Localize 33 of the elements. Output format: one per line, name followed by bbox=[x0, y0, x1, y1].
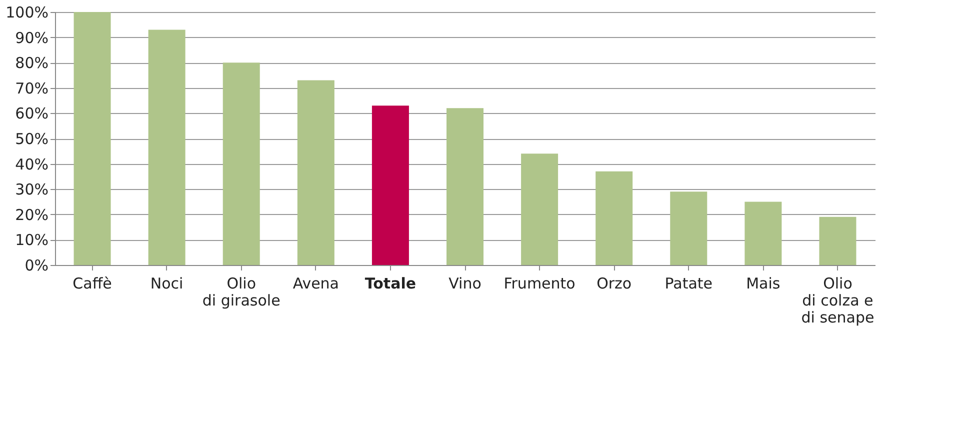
y-tick-label: 80% bbox=[15, 54, 48, 72]
bar bbox=[148, 30, 186, 265]
y-tick-label: 0% bbox=[24, 256, 48, 274]
bar bbox=[297, 80, 334, 265]
x-tick-label: Mais bbox=[746, 274, 780, 292]
x-tick-label: Caffè bbox=[72, 274, 112, 292]
bar bbox=[670, 192, 708, 265]
x-tick-label: Avena bbox=[292, 274, 340, 292]
x-tick-label: Totale bbox=[364, 274, 416, 292]
y-tick-label: 20% bbox=[15, 206, 48, 224]
x-tick-label: Olio di colza e di senape bbox=[801, 274, 874, 326]
y-tick-label: 50% bbox=[15, 130, 48, 148]
bar bbox=[521, 154, 558, 265]
x-tick-label: Olio di girasole bbox=[202, 274, 280, 310]
y-tick-label: 60% bbox=[15, 104, 48, 123]
y-tick-label: 90% bbox=[15, 28, 48, 47]
x-tick-label: Vino bbox=[448, 274, 482, 292]
x-tick-label: Orzo bbox=[596, 274, 632, 292]
bar bbox=[74, 12, 111, 265]
y-tick-label: 40% bbox=[15, 155, 48, 174]
x-tick-label: Noci bbox=[150, 274, 184, 292]
bar bbox=[744, 202, 782, 265]
bar bbox=[819, 216, 856, 265]
bar bbox=[446, 108, 484, 265]
y-tick-label: 30% bbox=[15, 180, 48, 199]
x-tick-label: Frumento bbox=[504, 274, 576, 292]
y-tick-label: 70% bbox=[15, 79, 48, 98]
bar bbox=[596, 171, 633, 265]
bar bbox=[222, 62, 260, 265]
x-tick-label: Patate bbox=[664, 274, 713, 292]
bar bbox=[372, 106, 409, 265]
y-tick-label: 100% bbox=[6, 4, 48, 22]
y-tick-label: 10% bbox=[15, 231, 48, 250]
